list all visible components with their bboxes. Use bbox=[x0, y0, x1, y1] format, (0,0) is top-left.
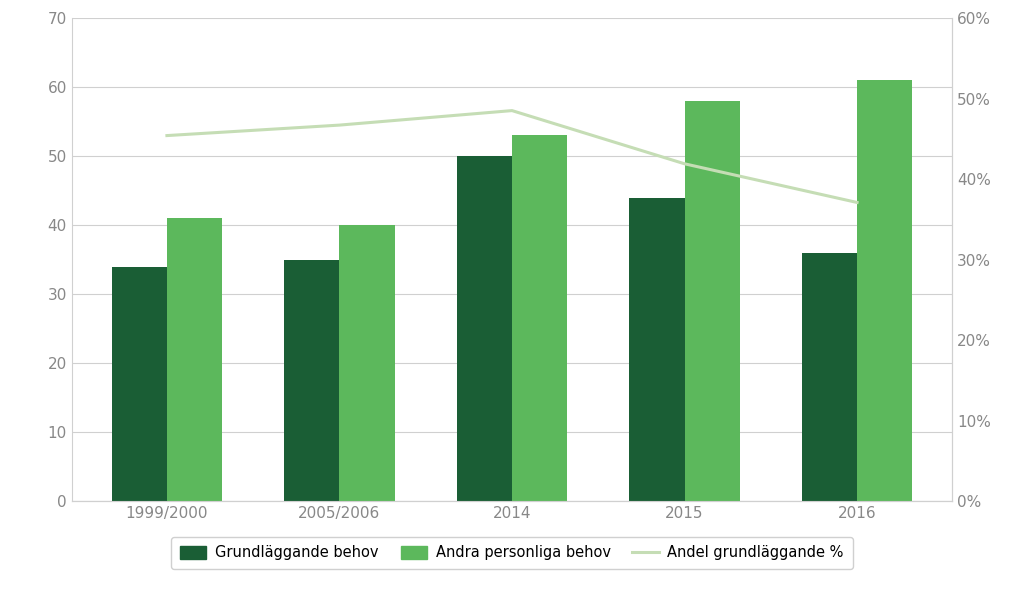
Bar bbox=[630, 198, 684, 501]
Bar bbox=[457, 156, 512, 501]
Legend: Grundläggande behov, Andra personliga behov, Andel grundläggande %: Grundläggande behov, Andra personliga be… bbox=[171, 537, 853, 569]
Bar bbox=[802, 253, 857, 501]
Bar bbox=[684, 101, 739, 501]
Bar bbox=[112, 267, 167, 501]
Bar bbox=[857, 80, 912, 501]
Bar bbox=[167, 219, 222, 501]
Bar bbox=[340, 225, 394, 501]
Bar bbox=[285, 260, 340, 501]
Bar bbox=[512, 136, 567, 501]
